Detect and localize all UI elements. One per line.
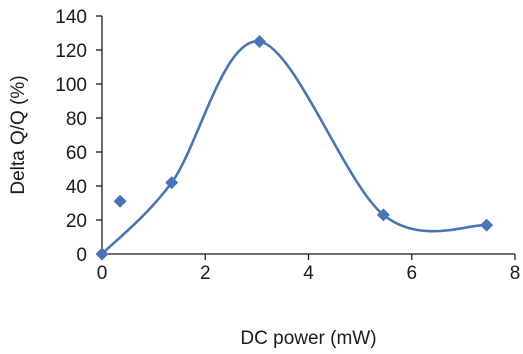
data-point-marker	[480, 218, 494, 232]
y-tick-label: 100	[55, 75, 87, 96]
data-point-marker	[252, 35, 266, 48]
x-tick-label: 4	[303, 263, 314, 284]
x-tick-label: 2	[200, 263, 211, 284]
y-tick-label: 120	[55, 41, 87, 62]
y-tick-label: 20	[66, 211, 87, 232]
y-tick-label: 60	[66, 143, 87, 164]
y-axis-title: Delta Q/Q (%)	[8, 75, 29, 194]
data-markers	[95, 35, 494, 261]
data-point-marker	[113, 194, 127, 208]
y-tick-label: 0	[76, 245, 87, 266]
data-point-marker	[165, 176, 179, 190]
x-tick-label: 6	[406, 263, 417, 284]
data-point-marker	[376, 208, 390, 222]
x-ticks: 0 2 4 6 8	[97, 254, 521, 284]
fit-curve	[100, 40, 488, 256]
y-tick-label: 80	[66, 109, 87, 130]
data-point-marker	[95, 247, 109, 261]
x-tick-label: 0	[97, 263, 108, 284]
y-tick-label: 40	[66, 177, 87, 198]
y-tick-label: 140	[55, 7, 87, 28]
x-axis-title: DC power (mW)	[240, 328, 376, 349]
y-ticks: 0 20 40 60 80 100 120 140	[55, 7, 102, 266]
plot-area: 0 2 4 6 8 0 20 40 60 80 100 120 140	[55, 7, 520, 284]
x-tick-label: 8	[510, 263, 521, 284]
